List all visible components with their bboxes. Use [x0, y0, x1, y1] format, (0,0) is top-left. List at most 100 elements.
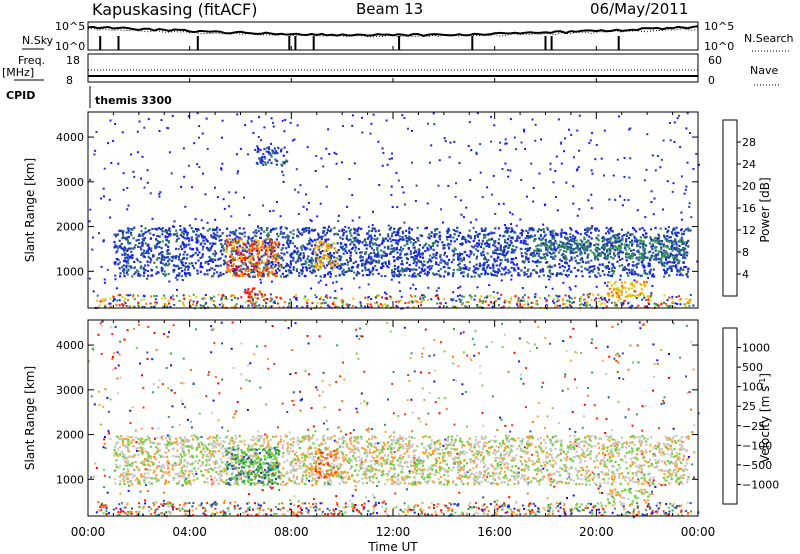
echo-cell [302, 256, 305, 260]
echo-cell [383, 254, 386, 257]
echo-cell [640, 252, 643, 255]
echo-cell [192, 303, 194, 306]
echo-cell [372, 259, 375, 262]
echo-cell [664, 237, 667, 240]
echo-cell [654, 249, 657, 252]
echo-cell [403, 274, 406, 277]
echo-cell [372, 113, 375, 116]
echo-cell [130, 250, 133, 253]
echo-cell [457, 263, 460, 267]
echo-cell [509, 239, 512, 243]
echo-cell [196, 112, 199, 115]
echo-cell [382, 265, 385, 268]
echo-cell [506, 228, 509, 231]
echo-cell [320, 302, 323, 305]
echo-cell [219, 242, 223, 245]
echo-cell [475, 257, 478, 260]
echo-cell [201, 297, 204, 300]
colorbar-tick-label: 8 [742, 246, 749, 259]
echo-cell [628, 288, 631, 291]
echo-cell [210, 325, 213, 328]
echo-cell [428, 237, 431, 240]
echo-cell [347, 239, 350, 242]
echo-cell [470, 295, 473, 298]
echo-cell [158, 257, 161, 260]
echo-cell [589, 270, 592, 273]
echo-cell [463, 236, 466, 239]
echo-cell [499, 141, 502, 144]
echo-cell [330, 243, 333, 246]
echo-cell [634, 281, 637, 284]
echo-cell [322, 263, 325, 266]
echo-cell [567, 273, 570, 277]
echo-cell [178, 258, 180, 261]
echo-cell [604, 255, 607, 258]
echo-cell [475, 255, 479, 258]
echo-cell [682, 241, 685, 244]
echo-cell [372, 210, 374, 213]
echo-cell [667, 229, 670, 233]
echo-cell [289, 263, 292, 266]
echo-cell [377, 229, 380, 232]
colorbar-tick-label: 20 [742, 180, 756, 193]
echo-cell [289, 255, 292, 258]
echo-cell [260, 275, 264, 278]
echo-cell [260, 227, 263, 230]
echo-cell [238, 232, 241, 235]
echo-cell [654, 486, 657, 488]
echo-cell [383, 291, 386, 294]
echo-cell [274, 302, 277, 304]
echo-cell [628, 176, 631, 179]
echo-cell [625, 291, 628, 294]
echo-cell [233, 231, 236, 234]
echo-cell [235, 249, 238, 252]
echo-cell [542, 242, 545, 245]
echo-cell [555, 196, 557, 198]
echo-cell [297, 212, 300, 215]
echo-cell [282, 259, 285, 262]
echo-cell [607, 294, 610, 297]
echo-cell [175, 274, 179, 277]
echo-cell [323, 274, 326, 277]
echo-cell [269, 239, 272, 242]
echo-cell [98, 232, 100, 235]
echo-cell [142, 274, 145, 278]
echo-cell [226, 227, 229, 230]
echo-cell [544, 336, 547, 339]
echo-cell [127, 229, 130, 232]
echo-cell [155, 245, 158, 249]
echo-cell [421, 294, 423, 297]
echo-cell [159, 191, 162, 194]
echo-cell [583, 238, 586, 241]
echo-cell [313, 269, 316, 273]
echo-cell [574, 259, 577, 262]
echo-cell [559, 232, 562, 235]
echo-cell [607, 292, 610, 295]
echo-cell [401, 270, 404, 273]
echo-cell [551, 231, 554, 234]
echo-cell [285, 227, 288, 230]
echo-cell [423, 264, 426, 267]
echo-cell [235, 296, 238, 299]
echo-cell [316, 302, 319, 305]
echo-cell [365, 247, 368, 250]
echo-cell [443, 266, 446, 269]
echo-cell [621, 251, 624, 254]
echo-cell [400, 295, 403, 298]
echo-cell [182, 304, 185, 307]
echo-cell [543, 244, 546, 247]
echo-cell [212, 252, 215, 255]
echo-cell [170, 296, 173, 299]
echo-cell [208, 228, 211, 231]
echo-cell [442, 221, 444, 224]
echo-cell [333, 297, 336, 300]
echo-cell [251, 304, 254, 307]
echo-cell [175, 255, 178, 258]
echo-cell [338, 255, 341, 258]
echo-cell [695, 152, 698, 155]
echo-cell [314, 244, 317, 247]
echo-cell [320, 237, 323, 241]
echo-cell [338, 229, 341, 232]
echo-cell [414, 249, 417, 252]
echo-cell [348, 178, 351, 180]
